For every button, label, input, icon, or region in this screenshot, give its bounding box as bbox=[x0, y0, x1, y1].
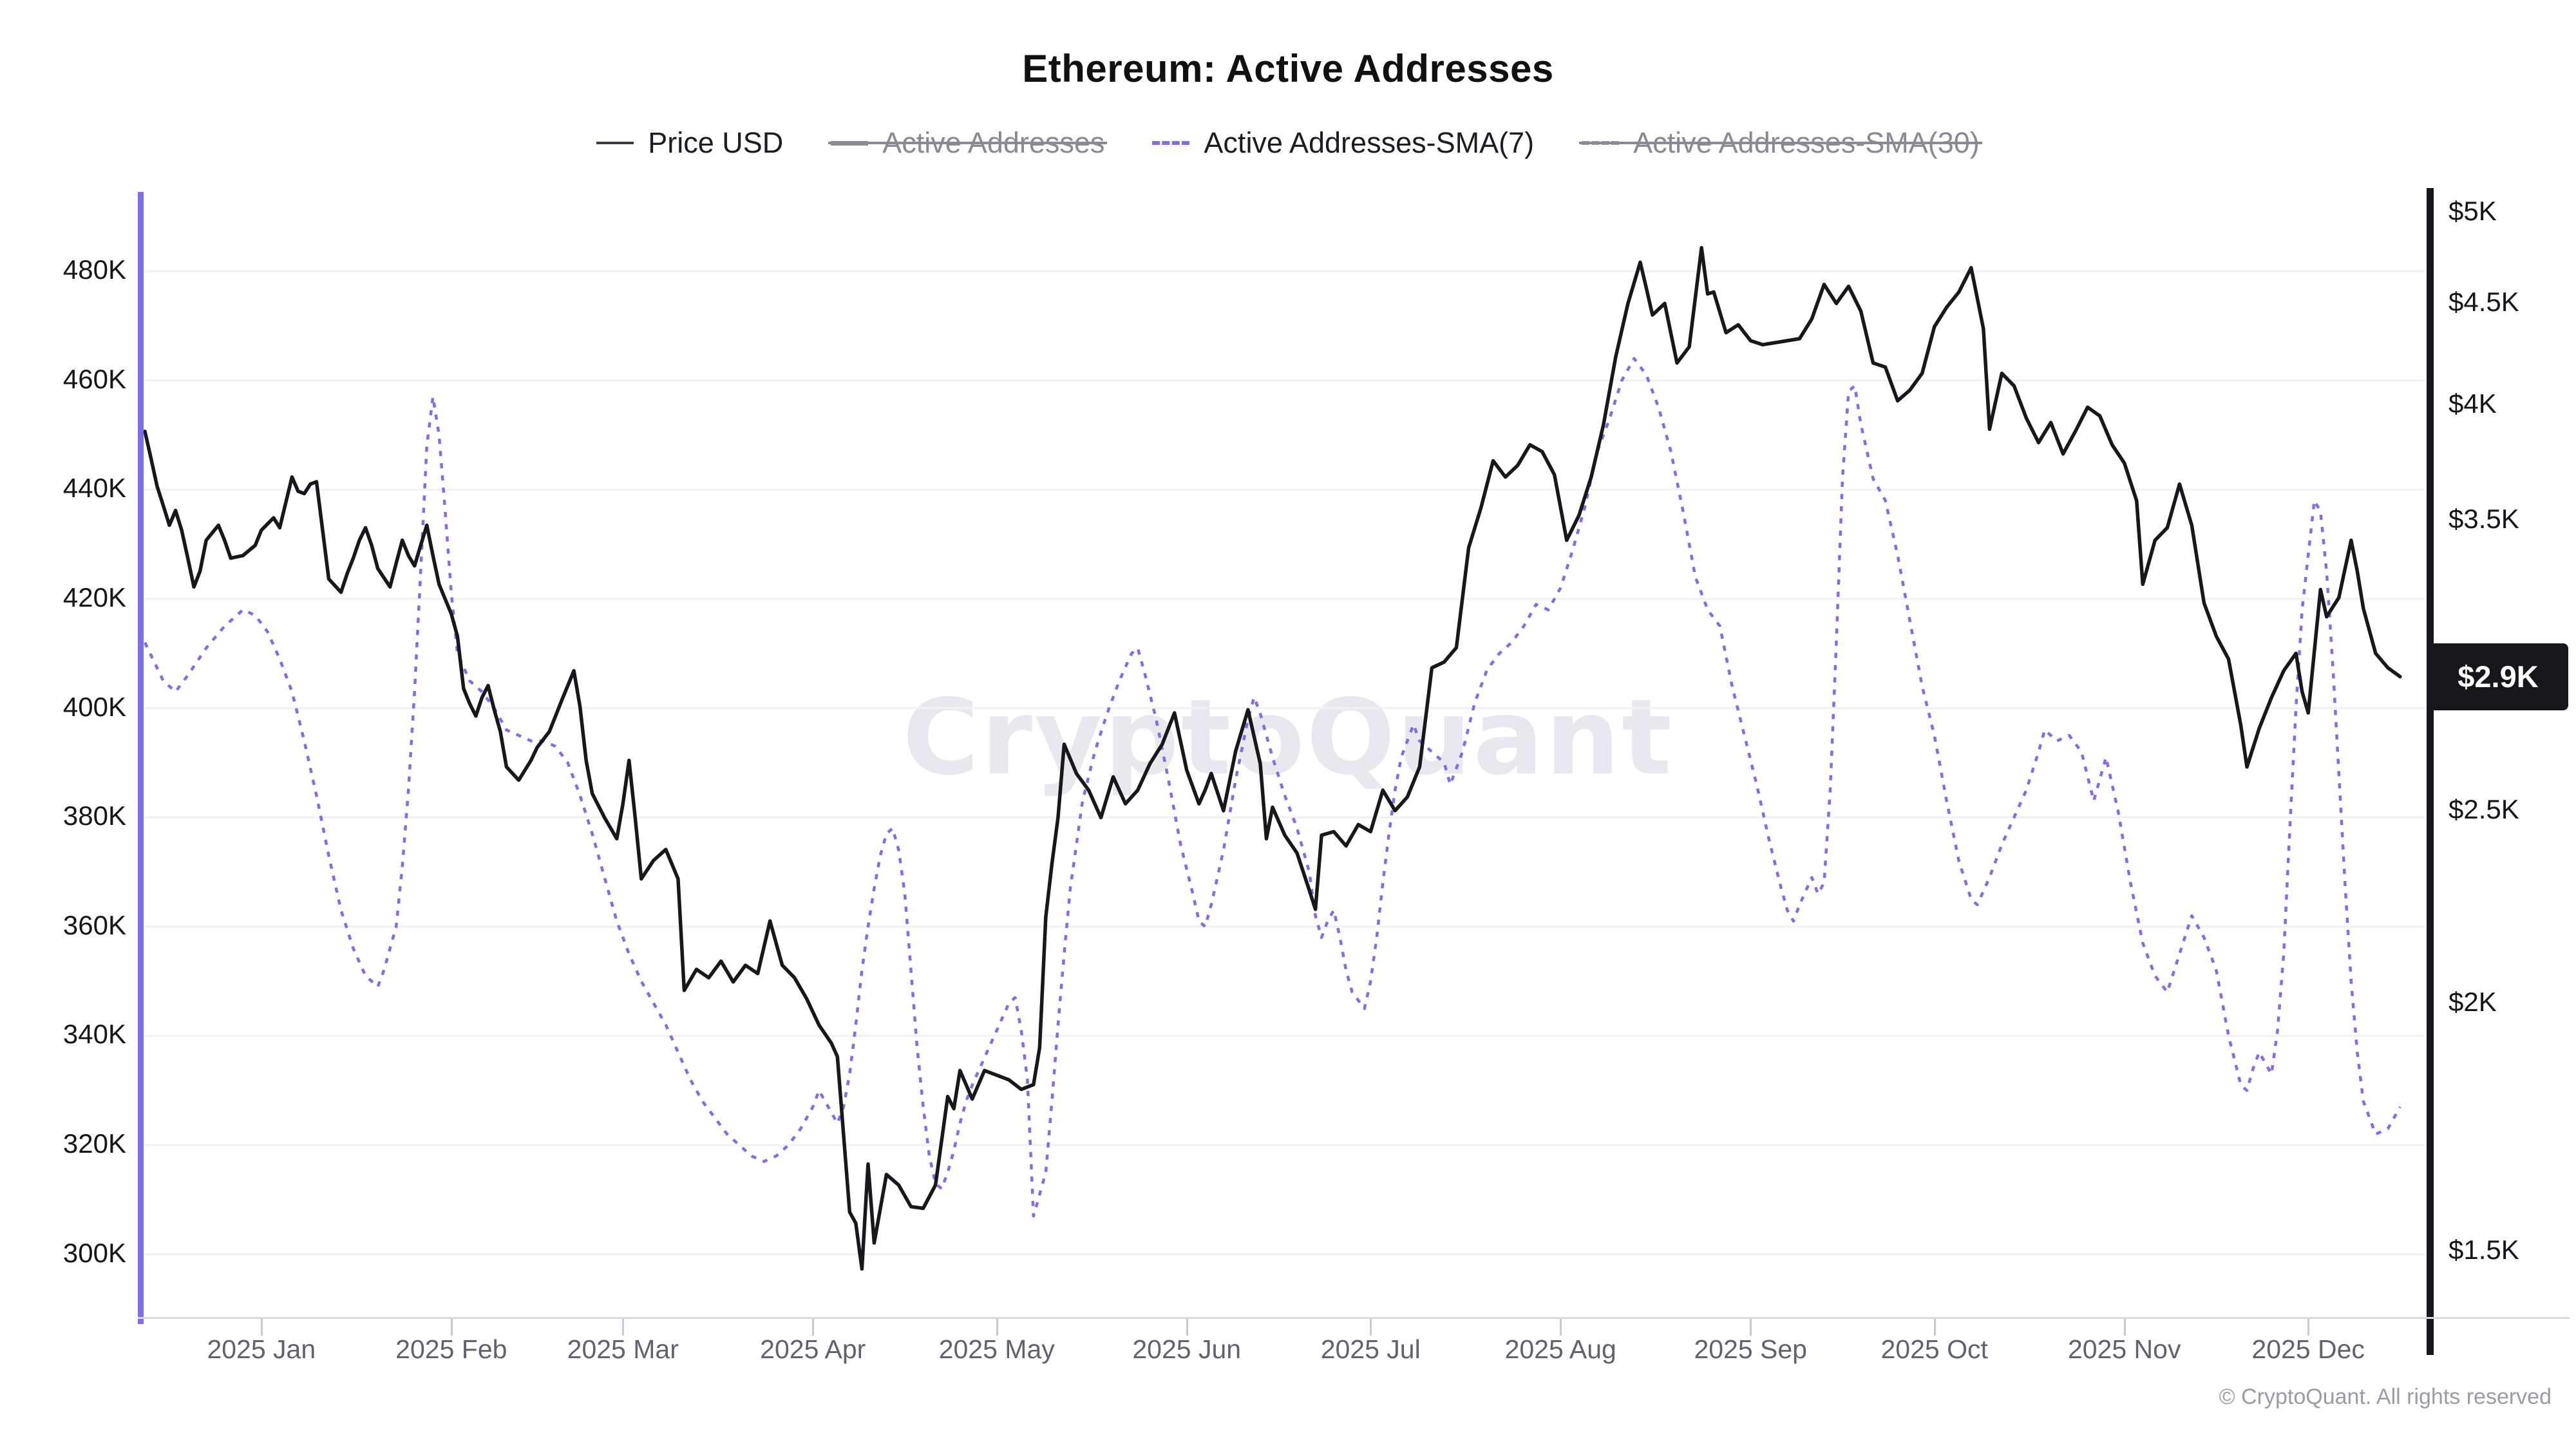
left-axis-tick-label: 320K bbox=[62, 1128, 126, 1159]
x-axis-tick bbox=[812, 1319, 815, 1336]
x-axis-tick bbox=[622, 1319, 625, 1336]
right-axis-tick-label: $2.5K bbox=[2448, 793, 2519, 824]
left-axis-tick-label: 380K bbox=[62, 800, 126, 831]
legend-item-price-usd[interactable]: Price USD bbox=[596, 126, 783, 160]
right-axis-tick-label: $3.5K bbox=[2448, 503, 2519, 534]
sma7-dashed-swatch-icon bbox=[1152, 141, 1190, 145]
legend-label: Active Addresses-SMA(7) bbox=[1204, 126, 1535, 159]
legend-item-sma7[interactable]: Active Addresses-SMA(7) bbox=[1152, 126, 1534, 160]
left-axis-tick-label: 360K bbox=[62, 909, 126, 940]
legend-item-sma30[interactable]: Active Addresses-SMA(30) bbox=[1579, 126, 1982, 160]
left-axis-tick-label: 480K bbox=[62, 254, 126, 285]
left-axis-tick-label: 460K bbox=[62, 363, 126, 394]
x-axis-month-label: 2025 Aug bbox=[1504, 1334, 1616, 1364]
x-axis-line bbox=[138, 1317, 2570, 1319]
x-axis-tick bbox=[1750, 1319, 1752, 1336]
x-axis-tick bbox=[1186, 1319, 1188, 1336]
x-axis-tick bbox=[1933, 1319, 1936, 1336]
copyright-text: © CryptoQuant. All rights reserved bbox=[2219, 1385, 2552, 1409]
x-axis-month-label: 2025 Jun bbox=[1132, 1334, 1242, 1364]
x-axis-tick bbox=[260, 1319, 263, 1336]
x-axis-month-label: 2025 May bbox=[938, 1334, 1055, 1364]
price-usd-line bbox=[143, 245, 2402, 1271]
right-axis-tick-label: $2K bbox=[2448, 986, 2497, 1017]
right-axis-tick-label: $5K bbox=[2448, 196, 2497, 226]
sma7-line bbox=[143, 357, 2401, 1218]
right-axis-tick-label: $4.5K bbox=[2448, 287, 2519, 317]
x-axis-month-label: 2025 Nov bbox=[2067, 1334, 2181, 1364]
right-y-axis-line bbox=[2427, 188, 2434, 1355]
right-axis-tick-label: $4K bbox=[2448, 388, 2497, 419]
x-axis-tick bbox=[1370, 1319, 1372, 1336]
legend-label: Price USD bbox=[648, 126, 784, 159]
left-axis-tick-label: 420K bbox=[62, 582, 126, 612]
x-axis-month-label: 2025 Mar bbox=[567, 1334, 679, 1364]
x-axis-tick bbox=[2123, 1319, 2126, 1336]
left-axis-tick-label: 300K bbox=[62, 1237, 126, 1268]
legend-item-active-addresses[interactable]: Active Addresses bbox=[828, 126, 1108, 160]
x-axis-month-label: 2025 Jan bbox=[207, 1334, 316, 1364]
x-axis-month-label: 2025 Sep bbox=[1694, 1334, 1807, 1364]
x-axis-tick bbox=[996, 1319, 998, 1336]
left-axis-tick-label: 340K bbox=[62, 1019, 126, 1050]
left-axis-tick-label: 400K bbox=[62, 691, 126, 722]
x-axis-month-label: 2025 Dec bbox=[2251, 1334, 2365, 1364]
x-axis-month-label: 2025 Feb bbox=[395, 1334, 507, 1364]
left-axis-tick-label: 440K bbox=[62, 473, 126, 504]
x-axis-tick bbox=[2307, 1319, 2310, 1336]
x-axis-tick bbox=[1560, 1319, 1562, 1336]
right-axis-tick-label: $1.5K bbox=[2448, 1235, 2519, 1265]
cryptoquant-watermark: CryptoQuant bbox=[902, 677, 1674, 799]
chart-legend: Price USD Active Addresses Active Addres… bbox=[0, 126, 2576, 160]
x-axis-tick bbox=[450, 1319, 453, 1336]
chart-title: Ethereum: Active Addresses bbox=[1022, 47, 1554, 90]
left-y-axis-line bbox=[138, 192, 144, 1324]
price-line-swatch-icon bbox=[596, 142, 634, 144]
x-axis-month-label: 2025 Oct bbox=[1880, 1334, 1988, 1364]
last-price-badge: $2.9K bbox=[2428, 643, 2568, 710]
x-axis-month-label: 2025 Apr bbox=[760, 1334, 866, 1364]
x-axis-month-label: 2025 Jul bbox=[1320, 1334, 1421, 1364]
